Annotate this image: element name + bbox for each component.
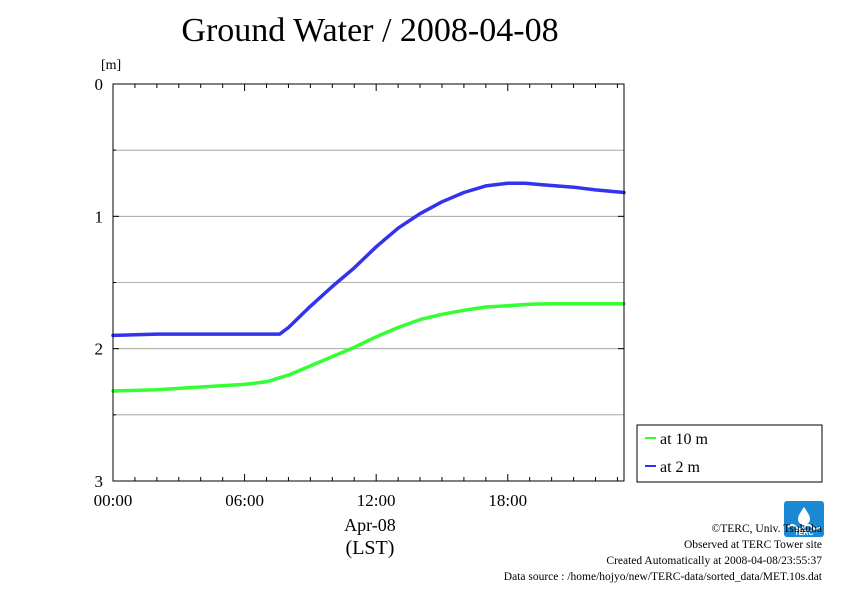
- logo-text: TERC: [794, 530, 813, 537]
- x-axis-timezone: (LST): [346, 537, 395, 559]
- footer-observed: Observed at TERC Tower site: [683, 539, 822, 551]
- chart-title: Ground Water / 2008-04-08: [181, 12, 559, 49]
- x-tick-label: 06:00: [225, 491, 264, 510]
- footer-source: Data source : /home/hojyo/new/TERC-data/…: [503, 571, 822, 583]
- x-tick-label: 00:00: [94, 491, 133, 510]
- legend-label: at 2 m: [660, 459, 701, 476]
- logo-wave-icon: [787, 524, 821, 530]
- logo-drop-icon: [798, 507, 810, 525]
- y-tick-label: 0: [95, 75, 104, 94]
- y-tick-label: 3: [95, 472, 104, 491]
- y-tick-label: 1: [95, 207, 104, 226]
- grid-lines: [113, 149, 624, 416]
- x-tick-label: 12:00: [357, 491, 396, 510]
- series-line-2: [111, 181, 626, 338]
- legend-box: [636, 424, 823, 483]
- x-tick-label: 18:00: [488, 491, 527, 510]
- terc-logo: TERC: [784, 501, 824, 537]
- footer-created: Created Automatically at 2008-04-08/23:5…: [606, 555, 822, 567]
- footer-copyright: ©TERC, Univ. Tsukuba: [711, 523, 822, 535]
- legend-label: at 10 m: [660, 431, 709, 448]
- y-tick-label: 2: [95, 340, 104, 359]
- footer: ©TERC, Univ. Tsukuba Observed at TERC To…: [504, 521, 822, 585]
- series-line-1: [111, 301, 626, 393]
- x-axis-date: Apr-08: [344, 515, 396, 535]
- legend: at 10 m at 2 m: [636, 424, 823, 483]
- x-axis: 00:00 06:00 12:00 18:00: [94, 84, 618, 510]
- series-layer: [111, 181, 626, 393]
- y-axis-unit: [m]: [101, 58, 121, 73]
- y-axis: 0 1 2 3: [95, 75, 624, 491]
